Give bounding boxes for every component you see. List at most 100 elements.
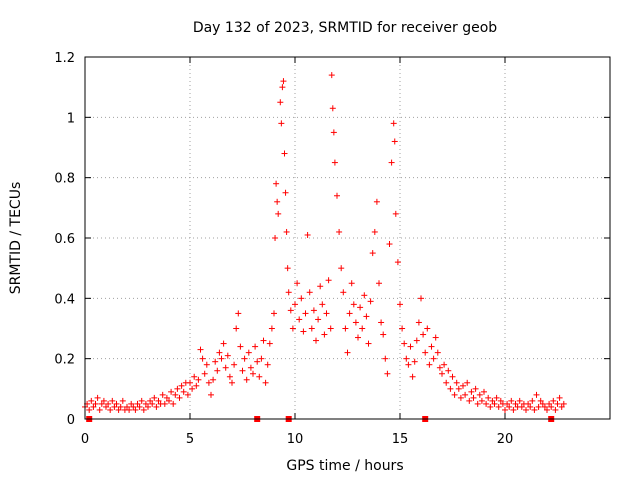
data-point [451, 391, 458, 398]
data-point [361, 292, 368, 299]
data-point [407, 343, 414, 350]
x-tick-label: 20 [497, 432, 514, 447]
data-point [155, 397, 162, 404]
data-point [470, 394, 477, 401]
data-point [174, 385, 181, 392]
data-point [176, 394, 183, 401]
data-point [483, 400, 490, 407]
data-point [399, 325, 406, 332]
data-point [321, 331, 328, 338]
data-point [424, 325, 431, 332]
data-point [382, 355, 389, 362]
y-tick-label: 0 [67, 413, 75, 428]
data-point [235, 310, 242, 317]
data-point [405, 361, 412, 368]
data-point [262, 379, 269, 386]
data-point [294, 280, 301, 287]
data-point [260, 337, 267, 344]
x-tick-label: 15 [392, 432, 409, 447]
data-point [319, 301, 326, 308]
data-point [128, 400, 135, 407]
data-point [556, 394, 563, 401]
data-point [388, 159, 395, 166]
data-point [447, 385, 454, 392]
data-point [271, 310, 277, 317]
data-point [539, 400, 546, 407]
data-point [277, 99, 284, 106]
data-point [168, 388, 175, 395]
data-point [355, 334, 361, 341]
data-point [397, 301, 403, 308]
data-point [180, 388, 187, 395]
data-point [275, 210, 282, 217]
data-point [359, 325, 366, 332]
data-point [280, 78, 287, 85]
data-point [163, 394, 170, 401]
data-point [292, 301, 298, 308]
data-point [478, 397, 485, 404]
data-point [187, 379, 193, 386]
data-point [266, 340, 273, 347]
data-point [254, 358, 261, 365]
data-point [119, 397, 126, 404]
data-point [241, 355, 248, 362]
data-point [527, 403, 534, 410]
data-point [497, 397, 504, 404]
data-point [103, 403, 109, 410]
data-point [376, 280, 382, 287]
data-point [138, 397, 145, 404]
data-point [323, 310, 330, 317]
data-point [340, 289, 347, 296]
data-point [252, 343, 259, 350]
data-point [367, 298, 374, 305]
data-point [153, 403, 160, 410]
y-tick-label: 0.4 [54, 292, 75, 307]
data-point [184, 391, 191, 398]
data-point [548, 403, 555, 410]
data-point [558, 403, 565, 410]
data-point [371, 228, 378, 235]
data-point [464, 379, 471, 386]
data-point [535, 403, 542, 410]
data-point [247, 364, 254, 371]
data-point [485, 394, 492, 401]
data-point [229, 379, 235, 386]
data-point [90, 403, 97, 410]
data-point [161, 400, 168, 407]
data-point [342, 325, 349, 332]
data-point [411, 358, 418, 365]
data-point [218, 355, 225, 362]
data-point [298, 295, 305, 302]
x-tick-label: 0 [81, 432, 89, 447]
data-point [205, 379, 212, 386]
data-point [533, 391, 540, 398]
data-point [151, 394, 158, 401]
data-point [487, 403, 494, 410]
data-point [413, 337, 420, 344]
data-point [441, 361, 448, 368]
y-tick-label: 1.2 [54, 51, 75, 66]
data-point [296, 316, 303, 323]
data-point [313, 337, 319, 344]
data-point [493, 394, 500, 401]
data-point [391, 138, 398, 145]
data-point [212, 358, 219, 365]
data-point [231, 361, 238, 368]
data-point [140, 406, 147, 413]
data-point [392, 210, 399, 217]
data-point [472, 385, 479, 392]
data-point [336, 228, 343, 235]
y-tick-label: 1 [67, 111, 75, 126]
data-point [403, 355, 410, 362]
data-point [109, 397, 116, 404]
data-point [306, 289, 313, 296]
data-point [432, 334, 439, 341]
data-point [369, 250, 376, 257]
data-point [92, 400, 99, 407]
data-point [170, 400, 177, 407]
data-point [124, 403, 130, 410]
data-point [365, 340, 372, 347]
data-point [195, 376, 202, 383]
